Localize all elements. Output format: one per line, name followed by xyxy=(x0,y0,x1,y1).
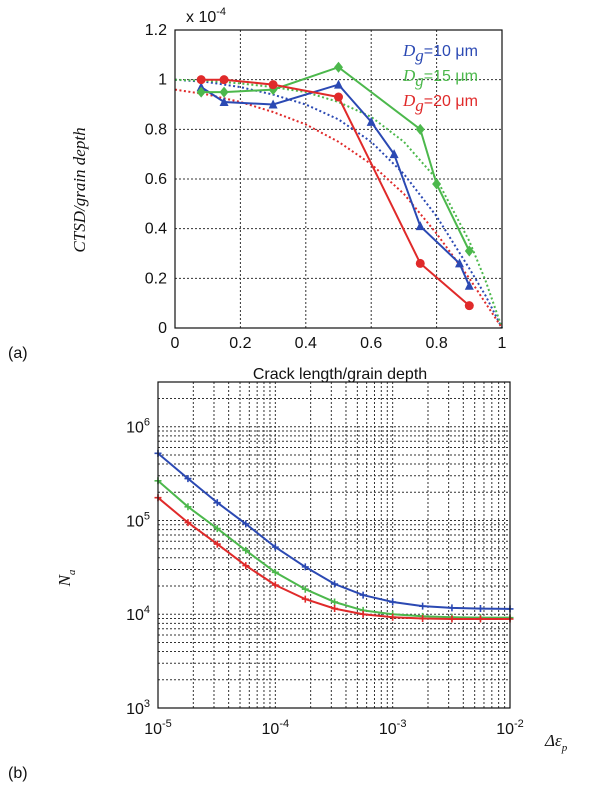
panel-b-axes-frame xyxy=(157,381,511,709)
y-tick-label: 0.2 xyxy=(145,270,167,287)
data-point xyxy=(184,475,192,483)
panel-a-y-ticks: 0 0.2 0.4 0.6 0.8 1 1.2 xyxy=(145,22,167,337)
panel-a-series xyxy=(196,61,474,311)
data-point xyxy=(271,568,279,576)
x-tick-label: 0 xyxy=(171,335,180,352)
y-tick-label: 105 xyxy=(126,510,150,530)
panel-a-legend: Dg=10 μm Dg=15 μm Dg=20 μm xyxy=(402,41,478,115)
x-tick-label: 0.8 xyxy=(425,335,447,352)
data-point xyxy=(213,540,221,548)
data-point xyxy=(454,258,464,268)
data-point xyxy=(419,602,427,610)
legend-entry-10um: Dg=10 μm xyxy=(402,41,478,65)
y-tick-label: 0 xyxy=(158,320,167,337)
panel-a-ylabel-text: CTSD/grain depth xyxy=(70,127,89,252)
data-point xyxy=(464,280,474,290)
data-point xyxy=(464,301,474,311)
x-tick-label: 0.6 xyxy=(360,335,382,352)
x-tick-label: 0.4 xyxy=(295,335,317,352)
data-point xyxy=(213,499,221,507)
panel-a-label: (a) xyxy=(8,345,28,362)
data-point xyxy=(301,585,309,593)
data-point xyxy=(476,605,484,613)
data-point xyxy=(419,615,427,623)
data-point xyxy=(334,61,343,73)
data-point xyxy=(271,543,279,551)
data-point xyxy=(196,86,206,98)
y-tick-label: 104 xyxy=(126,604,150,624)
x-tick-label: 10-4 xyxy=(262,718,290,738)
data-point xyxy=(301,595,309,603)
y-tick-label: 0.4 xyxy=(145,221,167,238)
legend-entry-15um: Dg=15 μm xyxy=(402,66,478,90)
panel-a-grid xyxy=(175,30,502,328)
data-point xyxy=(476,615,484,623)
x-tick-label: 10-5 xyxy=(144,718,172,738)
panel-b-ylabel: Na xyxy=(55,569,78,587)
data-point xyxy=(415,258,425,268)
panel-b-y-ticks: 103 104 105 106 xyxy=(126,417,150,718)
data-point xyxy=(219,97,229,107)
data-point xyxy=(219,75,229,85)
data-point xyxy=(242,546,250,554)
panel-a-multiplier: x 10-4 xyxy=(186,6,226,26)
data-point xyxy=(464,245,474,257)
x-tick-label: 0.2 xyxy=(229,335,251,352)
series-line xyxy=(200,83,471,287)
data-point xyxy=(448,604,456,612)
data-point xyxy=(331,598,339,606)
y-tick-label: 0.6 xyxy=(145,171,167,188)
data-point xyxy=(184,519,192,527)
data-point xyxy=(242,520,250,528)
data-point xyxy=(366,116,376,126)
data-point xyxy=(389,149,399,159)
panel-a: 0 0.2 0.4 0.6 0.8 1 00.20.40.60.811.2 x 10-4 … xyxy=(8,6,507,383)
panel-b: 10-5 10-4 10-3 10-2 103 104 105 106 Na Δεp (b) xyxy=(8,381,568,782)
panel-b-xlabel: Δεp xyxy=(544,731,568,754)
data-point xyxy=(334,79,343,89)
y-tick-label: 1.2 xyxy=(145,22,167,39)
panel-a-x-ticks: 0 0.2 0.4 0.6 0.8 1 xyxy=(171,335,507,352)
y-tick-label: 1 xyxy=(158,72,167,89)
x-tick-label: 1 xyxy=(498,335,507,352)
data-point xyxy=(268,99,278,109)
panel-a-xlabel: Crack length/grain depth xyxy=(253,366,427,383)
data-point xyxy=(268,80,278,90)
y-tick-label: 106 xyxy=(126,417,150,437)
data-point xyxy=(415,221,425,231)
data-point xyxy=(359,610,367,618)
x-tick-label: 10-2 xyxy=(496,718,524,738)
panel-b-series xyxy=(154,449,514,623)
x-tick-label: 10-3 xyxy=(379,718,407,738)
fit-curve xyxy=(174,78,503,329)
data-point xyxy=(219,86,229,98)
data-point xyxy=(184,503,192,511)
data-point xyxy=(271,581,279,589)
data-point xyxy=(196,75,206,85)
data-point xyxy=(448,615,456,623)
panel-a-ylabel: CTSD/grain depth xyxy=(70,127,89,252)
y-tick-label: 103 xyxy=(126,698,150,718)
data-point xyxy=(415,123,425,135)
data-point xyxy=(359,591,367,599)
panel-b-label: (b) xyxy=(8,765,28,782)
data-point xyxy=(331,605,339,613)
data-point xyxy=(432,178,442,190)
data-point xyxy=(334,92,343,102)
data-point xyxy=(389,613,397,621)
data-point xyxy=(242,562,250,570)
panel-a-axes-frame xyxy=(174,29,503,329)
panel-b-grid xyxy=(158,382,510,708)
legend-entry-20um: Dg=20 μm xyxy=(402,91,478,115)
panel-b-x-ticks: 10-5 10-4 10-3 10-2 xyxy=(144,718,524,738)
data-point xyxy=(389,598,397,606)
data-point xyxy=(213,525,221,533)
y-tick-label: 0.8 xyxy=(145,121,167,138)
data-point xyxy=(331,580,339,588)
series-line xyxy=(201,78,470,307)
data-point xyxy=(301,563,309,571)
